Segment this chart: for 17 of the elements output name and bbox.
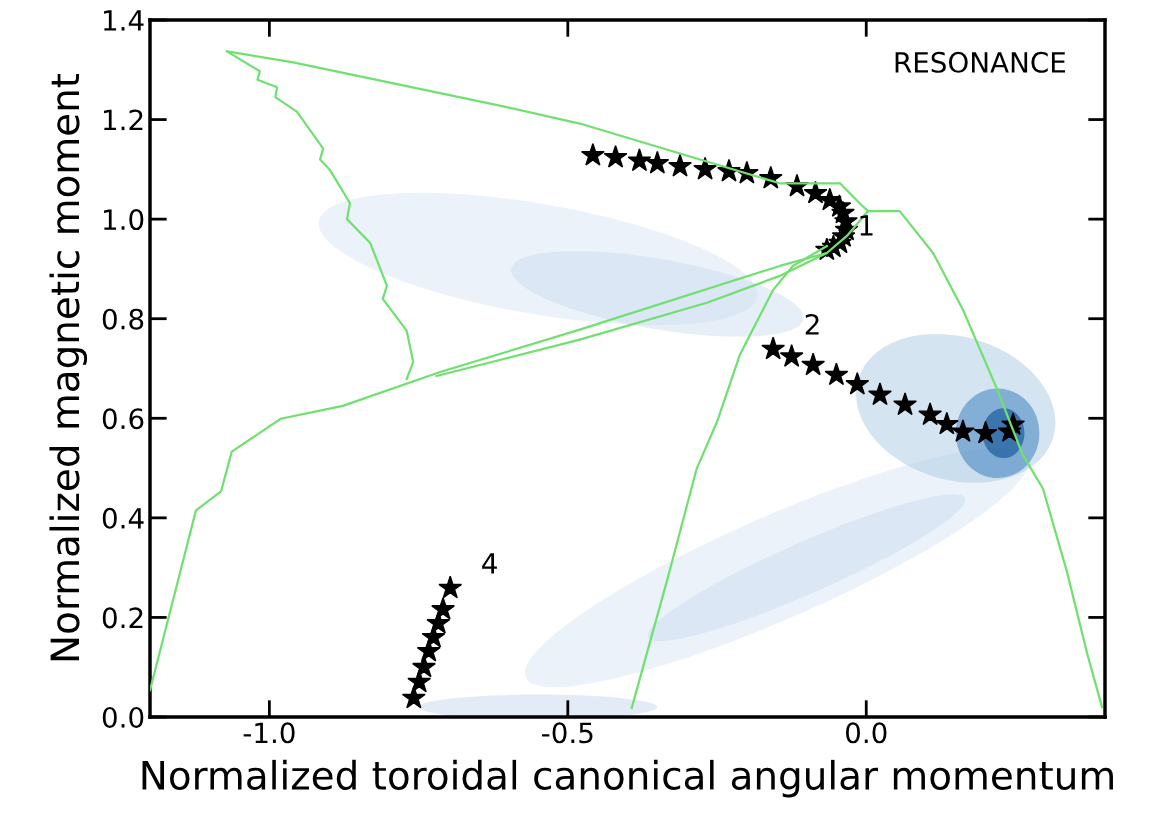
y-tick-label: 0.2: [102, 607, 143, 629]
y-tick-label: 0.0: [102, 706, 144, 728]
series-label: 2: [805, 313, 819, 335]
y-tick-label: 0.4: [102, 507, 144, 529]
x-axis-title: Normalized toroidal canonical angular momentum: [142, 759, 1113, 798]
y-tick-label: 0.6: [102, 408, 144, 430]
y-axis-title: Normalized magnetic moment: [49, 73, 88, 661]
y-tick-label: 0.8: [102, 308, 144, 330]
y-tick-label: 1.4: [104, 10, 144, 31]
series-label: 1: [860, 215, 873, 236]
x-tick-label: -1.0: [243, 722, 295, 744]
series-label: 4: [482, 553, 497, 574]
annotation: RESONANCE: [895, 51, 1066, 73]
y-tick-label: 1.2: [104, 109, 143, 131]
x-tick-label: -0.5: [542, 722, 593, 744]
y-tick-label: 1.0: [104, 209, 144, 231]
x-tick-label: 0.0: [845, 722, 887, 744]
